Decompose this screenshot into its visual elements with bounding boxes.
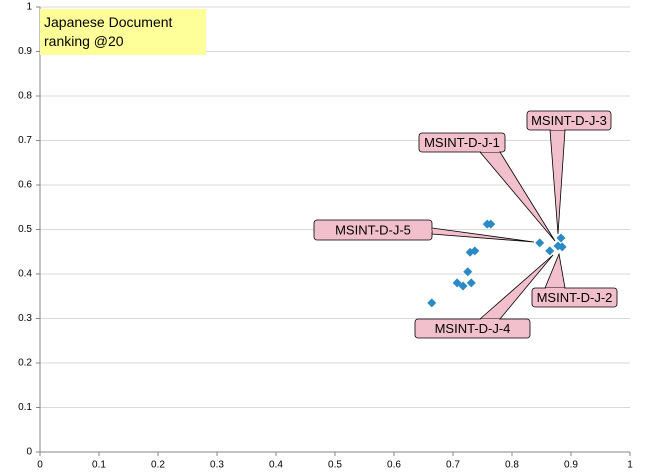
callout-box xyxy=(526,110,612,131)
point xyxy=(427,298,437,308)
y-tick-label: 0.9 xyxy=(18,46,32,57)
x-tick-label: 0.6 xyxy=(387,460,401,471)
point xyxy=(535,238,545,248)
y-tick-label: 0.8 xyxy=(18,91,32,102)
callout-pointer xyxy=(549,129,566,235)
y-tick-label: 0.4 xyxy=(18,269,32,280)
point xyxy=(458,281,468,291)
callout-joint xyxy=(431,227,433,234)
y-tick-label: 0.7 xyxy=(18,135,32,146)
x-tick-label: 0.7 xyxy=(446,460,460,471)
callout-joint xyxy=(481,151,499,152)
x-tick-label: 0.1 xyxy=(92,460,106,471)
callout-label: MSINT-D-J-3 xyxy=(531,113,607,128)
x-tick-label: 0.9 xyxy=(564,460,578,471)
y-tick-label: 0 xyxy=(26,447,32,458)
x-tick-label: 0.2 xyxy=(151,460,165,471)
x-tick-label: 0.3 xyxy=(210,460,224,471)
callout-label: MSINT-D-J-1 xyxy=(424,135,500,150)
y-tick-label: 0.3 xyxy=(18,313,32,324)
x-tick-label: 0.4 xyxy=(269,460,283,471)
callout-joint xyxy=(546,288,564,289)
point xyxy=(486,219,496,229)
point xyxy=(545,246,555,256)
callout-pointer xyxy=(478,254,554,320)
y-tick-label: 0.2 xyxy=(18,358,32,369)
callout-label: MSINT-D-J-4 xyxy=(435,321,511,336)
callout-box xyxy=(418,132,506,153)
y-tick-label: 0.1 xyxy=(18,402,32,413)
chart-title: Japanese Document ranking @20 xyxy=(40,9,206,55)
point xyxy=(556,233,566,243)
callout-label: MSINT-D-J-2 xyxy=(537,290,613,305)
point xyxy=(557,242,567,252)
y-tick-label: 0.6 xyxy=(18,180,32,191)
x-tick-label: 0 xyxy=(37,460,43,471)
y-tick-label: 0.5 xyxy=(18,224,32,235)
callout-pointer xyxy=(431,227,535,243)
point xyxy=(463,267,473,277)
callout-box xyxy=(531,287,618,308)
callout-joint xyxy=(481,319,499,320)
callout-box xyxy=(414,318,531,339)
y-tick-label: 1 xyxy=(26,2,32,13)
x-tick-label: 0.5 xyxy=(328,460,342,471)
x-tick-label: 0.8 xyxy=(505,460,519,471)
point xyxy=(466,278,476,288)
point xyxy=(470,246,480,256)
callout-joint xyxy=(551,129,564,130)
x-tick-label: 1 xyxy=(627,460,633,471)
callout-label: MSINT-D-J-5 xyxy=(335,222,411,237)
point xyxy=(452,278,462,288)
